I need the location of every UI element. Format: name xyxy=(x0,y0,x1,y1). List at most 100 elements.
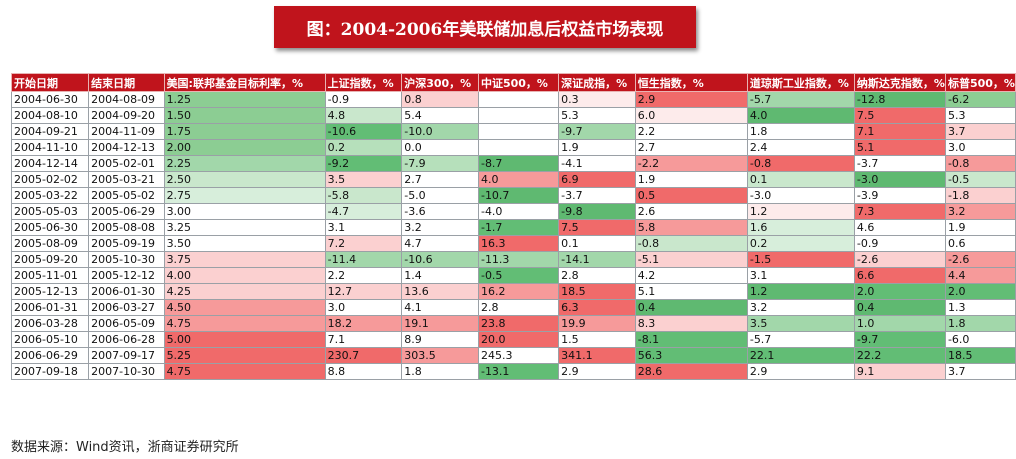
table-cell: 5.1 xyxy=(853,139,946,156)
table-cell: 2005-12-12 xyxy=(88,267,165,284)
table-cell: 1.5 xyxy=(558,331,636,348)
table-cell: 7.2 xyxy=(324,235,403,252)
table-cell: -5.1 xyxy=(634,251,748,268)
table-cell: 2.8 xyxy=(558,267,636,284)
table-cell: 0.4 xyxy=(634,299,748,316)
table-cell: -0.5 xyxy=(944,171,1016,188)
table-cell: 2006-01-31 xyxy=(10,299,90,316)
table-cell: 3.1 xyxy=(746,267,855,284)
table-cell: 2.00 xyxy=(163,139,326,156)
table-row: 2005-11-01 2005-12-12 4.00 2.2 1.4 -0.5 2.8 4.2… xyxy=(10,267,1016,284)
table-cell: 2006-05-09 xyxy=(88,315,165,332)
table-cell: 1.9 xyxy=(558,139,636,156)
table-cell: 4.00 xyxy=(163,267,326,284)
table-cell: -0.8 xyxy=(746,155,855,172)
table-cell: -0.5 xyxy=(477,267,560,284)
column-header: 美国:联邦基金目标利率，% xyxy=(163,73,326,92)
table-cell: -3.9 xyxy=(853,187,946,204)
table-cell: 2.25 xyxy=(163,155,326,172)
table-cell: 3.0 xyxy=(944,139,1016,156)
table-cell: 2005-05-02 xyxy=(88,187,165,204)
table-cell: 7.5 xyxy=(853,107,946,124)
table-cell: 28.6 xyxy=(634,363,748,380)
table-cell: 0.1 xyxy=(746,171,855,188)
table-cell: 6.9 xyxy=(558,171,636,188)
table-cell: 2006-06-29 xyxy=(10,347,90,364)
table-cell: 2.75 xyxy=(163,187,326,204)
table-row: 2007-09-18 2007-10-30 4.75 8.8 1.8 -13.1 2.9 28… xyxy=(10,363,1016,380)
table-cell: 1.9 xyxy=(634,171,748,188)
table-cell: 2.9 xyxy=(558,363,636,380)
table-cell: 2007-09-17 xyxy=(88,347,165,364)
table-cell: -0.8 xyxy=(944,155,1016,172)
table-cell: 2005-06-30 xyxy=(10,219,90,236)
table-cell: 2.0 xyxy=(853,283,946,300)
table-cell: 5.25 xyxy=(163,347,326,364)
table-cell: 4.4 xyxy=(944,267,1016,284)
table-cell: 1.2 xyxy=(746,283,855,300)
table-cell: 2004-09-21 xyxy=(10,123,90,140)
table-cell: 7.1 xyxy=(324,331,403,348)
column-header: 上证指数，% xyxy=(324,73,403,92)
table-cell: 2.50 xyxy=(163,171,326,188)
table-cell: 1.0 xyxy=(853,315,946,332)
table-cell: 2004-11-09 xyxy=(88,123,165,140)
table-cell: 2006-05-10 xyxy=(10,331,90,348)
table-cell: -1.8 xyxy=(944,187,1016,204)
table-cell: 7.3 xyxy=(853,203,946,220)
table-header-row: 开始日期 结束日期 美国:联邦基金目标利率，% 上证指数，% 沪深300，% 中证500，… xyxy=(10,73,1016,92)
table-cell: 12.7 xyxy=(324,283,403,300)
table-cell: 0.4 xyxy=(853,299,946,316)
table-cell: 3.25 xyxy=(163,219,326,236)
table-cell: 2004-12-13 xyxy=(88,139,165,156)
table-row: 2006-06-29 2007-09-17 5.25 230.7 303.5 245.3 3… xyxy=(10,347,1016,364)
table-cell: 2007-10-30 xyxy=(88,363,165,380)
table-cell xyxy=(477,123,560,140)
table-body: 2004-06-30 2004-08-09 1.25 -0.9 0.8 0.3 2.9 -5.… xyxy=(10,91,1016,380)
column-header: 道琼斯工业指数，% xyxy=(746,73,855,92)
table-cell: 1.2 xyxy=(746,203,855,220)
table-cell: 2004-08-10 xyxy=(10,107,90,124)
table-cell: 2.0 xyxy=(944,283,1016,300)
table-cell: 5.3 xyxy=(558,107,636,124)
table-cell: 1.9 xyxy=(944,219,1016,236)
table-cell: 2005-12-13 xyxy=(10,283,90,300)
table-cell: 6.6 xyxy=(853,267,946,284)
table-cell: 5.4 xyxy=(401,107,479,124)
table-cell: 1.8 xyxy=(746,123,855,140)
table-cell: -10.0 xyxy=(401,123,479,140)
table-row: 2006-03-28 2006-05-09 4.75 18.2 19.1 23.8 19.9… xyxy=(10,315,1016,332)
table-cell: 4.50 xyxy=(163,299,326,316)
table-cell: 2.4 xyxy=(746,139,855,156)
table-cell: -3.7 xyxy=(853,155,946,172)
table-cell: 2005-05-03 xyxy=(10,203,90,220)
table-row: 2005-09-20 2005-10-30 3.75 -11.4 -10.6 -11.3-… xyxy=(10,251,1016,268)
table-row: 2005-06-30 2005-08-08 3.25 3.1 3.2 -1.7 7.5 5.8… xyxy=(10,219,1016,236)
table-cell: -5.7 xyxy=(746,331,855,348)
table-cell: 1.4 xyxy=(401,267,479,284)
table-cell: 2005-06-29 xyxy=(88,203,165,220)
table-cell: 0.8 xyxy=(401,91,479,108)
table-cell: 3.00 xyxy=(163,203,326,220)
table-cell: 4.7 xyxy=(401,235,479,252)
table-cell: -5.0 xyxy=(401,187,479,204)
table-cell: -0.9 xyxy=(853,235,946,252)
table-cell: 5.00 xyxy=(163,331,326,348)
table-cell: 341.1 xyxy=(558,347,636,364)
table-cell: 230.7 xyxy=(324,347,403,364)
table-cell: 0.3 xyxy=(558,91,636,108)
table-cell: 4.8 xyxy=(324,107,403,124)
table-cell xyxy=(477,91,560,108)
table-cell: 3.5 xyxy=(746,315,855,332)
table-cell: 2.8 xyxy=(477,299,560,316)
chart-title: 图：2004-2006年美联储加息后权益市场表现 xyxy=(274,6,696,48)
table-cell: 23.8 xyxy=(477,315,560,332)
table-cell: -4.7 xyxy=(324,203,403,220)
table-cell: -3.0 xyxy=(853,171,946,188)
table-cell: 1.8 xyxy=(401,363,479,380)
table-cell: -8.1 xyxy=(634,331,748,348)
table-cell: 2005-02-01 xyxy=(88,155,165,172)
table-cell: 0.2 xyxy=(746,235,855,252)
table-cell: 16.2 xyxy=(477,283,560,300)
table-cell: 2004-12-14 xyxy=(10,155,90,172)
